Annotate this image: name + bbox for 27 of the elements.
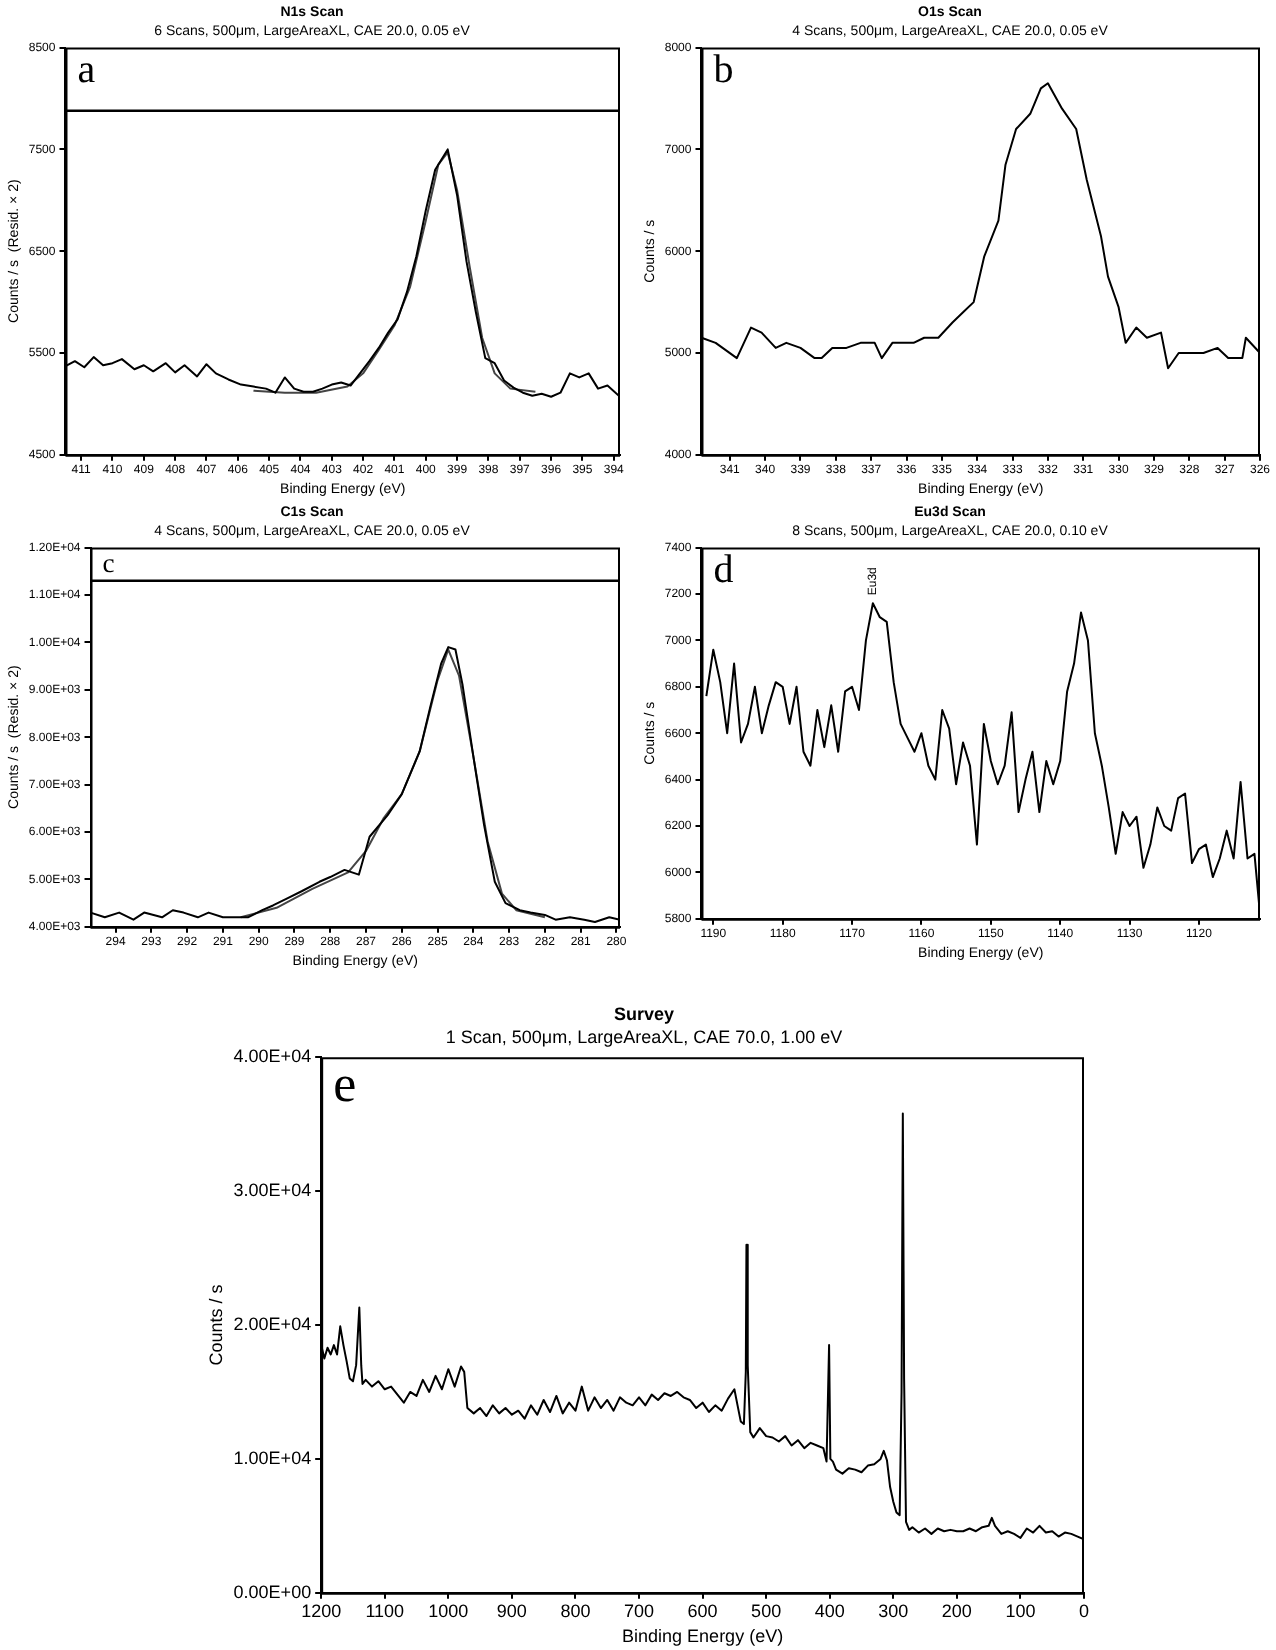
x-tick-label: 100 <box>1005 1600 1036 1621</box>
chart-title: Survey <box>613 1003 675 1024</box>
y-tick-label: 4.00E+04 <box>233 1046 312 1067</box>
annotation: d <box>713 548 734 593</box>
annotation: c <box>102 548 115 579</box>
y-tick-label: 3.00E+04 <box>233 1180 312 1201</box>
x-axis-title: Binding Energy (eV) <box>622 1626 784 1647</box>
y-tick-label: 2.00E+04 <box>233 1313 312 1334</box>
chart-subtitle: 1 Scan, 500μm, LargeAreaXL, CAE 70.0, 1.00 eV <box>445 1027 843 1048</box>
annotation: e <box>333 1054 357 1113</box>
x-tick-label: 900 <box>496 1600 527 1621</box>
x-tick-label: 1100 <box>365 1600 405 1621</box>
y-axis-title: Counts / s <box>205 1283 226 1366</box>
x-tick-label: 500 <box>751 1600 782 1621</box>
x-tick-label: 1000 <box>428 1600 469 1621</box>
x-tick-label: 800 <box>560 1600 591 1621</box>
x-tick-label: 400 <box>814 1600 845 1621</box>
annotation: b <box>713 48 734 93</box>
x-tick-label: 700 <box>623 1600 655 1621</box>
x-tick-label: 600 <box>687 1600 718 1621</box>
y-tick-label: 0.00E+00 <box>233 1581 312 1602</box>
x-tick-label: 300 <box>878 1600 909 1621</box>
annotation: a <box>77 48 96 93</box>
x-tick-label: 0 <box>1078 1600 1090 1621</box>
x-tick-label: 1200 <box>301 1600 342 1621</box>
y-tick-label: 1.00E+04 <box>233 1447 312 1468</box>
x-tick-label: 200 <box>941 1600 972 1621</box>
